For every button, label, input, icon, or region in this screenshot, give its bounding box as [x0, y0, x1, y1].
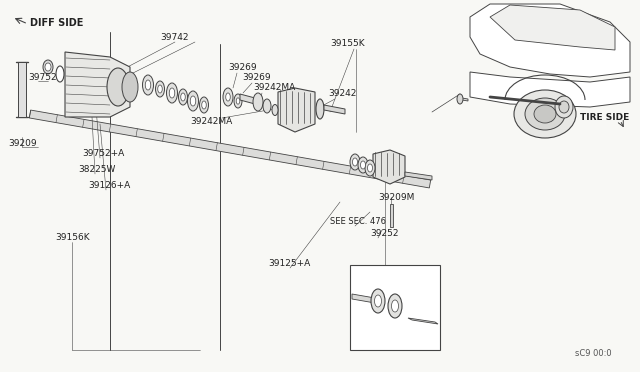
Ellipse shape	[156, 81, 164, 97]
Ellipse shape	[525, 98, 565, 130]
Polygon shape	[65, 52, 130, 117]
Polygon shape	[470, 72, 630, 107]
Ellipse shape	[392, 300, 399, 312]
Ellipse shape	[169, 88, 175, 98]
Polygon shape	[408, 318, 438, 324]
Ellipse shape	[374, 295, 381, 307]
Text: 39155K: 39155K	[330, 39, 365, 48]
Polygon shape	[390, 204, 393, 227]
Ellipse shape	[43, 60, 53, 74]
Text: 39242: 39242	[328, 90, 356, 99]
Ellipse shape	[188, 91, 198, 111]
Ellipse shape	[145, 80, 151, 90]
Text: 39156K: 39156K	[55, 232, 90, 241]
Text: 39125+A: 39125+A	[268, 260, 310, 269]
Ellipse shape	[56, 66, 64, 82]
Text: DIFF SIDE: DIFF SIDE	[30, 18, 83, 28]
Ellipse shape	[350, 154, 360, 170]
Ellipse shape	[316, 99, 324, 119]
Ellipse shape	[272, 105, 278, 115]
Polygon shape	[8, 25, 432, 350]
Polygon shape	[240, 94, 255, 104]
Polygon shape	[462, 98, 468, 101]
Ellipse shape	[457, 94, 463, 104]
Ellipse shape	[179, 89, 188, 105]
Text: TIRE SIDE: TIRE SIDE	[580, 112, 629, 122]
Text: 39752: 39752	[28, 73, 56, 81]
Text: 38225W: 38225W	[78, 166, 115, 174]
Polygon shape	[324, 105, 345, 114]
Ellipse shape	[353, 158, 358, 166]
Text: 39269: 39269	[242, 74, 271, 83]
Text: SEE SEC. 476: SEE SEC. 476	[330, 218, 386, 227]
Ellipse shape	[234, 94, 242, 108]
Ellipse shape	[388, 294, 402, 318]
Ellipse shape	[107, 68, 129, 106]
Ellipse shape	[180, 93, 185, 101]
Ellipse shape	[223, 88, 233, 106]
Ellipse shape	[236, 98, 240, 104]
Ellipse shape	[226, 93, 230, 101]
Polygon shape	[352, 294, 375, 303]
Text: 39742: 39742	[160, 32, 189, 42]
Polygon shape	[373, 150, 405, 184]
Ellipse shape	[365, 160, 375, 176]
Ellipse shape	[157, 85, 163, 93]
Ellipse shape	[45, 63, 51, 71]
Ellipse shape	[555, 96, 573, 118]
Ellipse shape	[358, 157, 368, 173]
Ellipse shape	[514, 90, 576, 138]
Text: 39126+A: 39126+A	[88, 182, 131, 190]
Text: 39209: 39209	[8, 140, 36, 148]
Text: 39269: 39269	[228, 64, 257, 73]
Ellipse shape	[202, 101, 206, 109]
Ellipse shape	[367, 164, 372, 172]
Text: sC9 00:0: sC9 00:0	[575, 350, 612, 359]
Ellipse shape	[534, 105, 556, 123]
Polygon shape	[470, 4, 630, 77]
Ellipse shape	[190, 96, 196, 106]
Ellipse shape	[559, 101, 569, 113]
Polygon shape	[29, 110, 431, 188]
Text: 39242MA: 39242MA	[190, 118, 232, 126]
Ellipse shape	[360, 161, 365, 169]
Ellipse shape	[166, 83, 177, 103]
Bar	[350, 265, 440, 350]
Ellipse shape	[200, 97, 209, 113]
Ellipse shape	[371, 289, 385, 313]
Ellipse shape	[143, 75, 154, 95]
Polygon shape	[405, 172, 432, 180]
Polygon shape	[18, 62, 26, 117]
Polygon shape	[490, 5, 615, 50]
Ellipse shape	[253, 93, 263, 111]
Ellipse shape	[263, 99, 271, 113]
Text: 39252: 39252	[370, 230, 399, 238]
Text: TIRE SIDE: TIRE SIDE	[380, 311, 426, 321]
Text: 39209M: 39209M	[378, 192, 414, 202]
Text: 39242MA: 39242MA	[253, 83, 295, 93]
Ellipse shape	[122, 72, 138, 102]
Polygon shape	[278, 88, 315, 132]
Text: 39752+A: 39752+A	[82, 150, 124, 158]
